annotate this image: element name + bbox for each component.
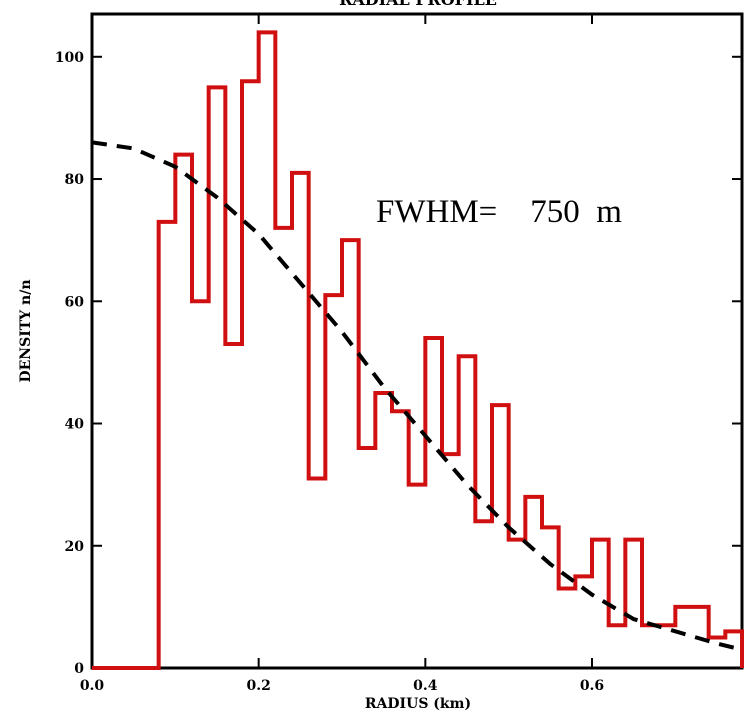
- y-tick-label: 100: [55, 50, 84, 66]
- chart-title: RADIAL PROFILE: [339, 0, 497, 9]
- y-tick-label: 0: [74, 661, 84, 677]
- y-axis-ticks: 0 20 40 60 80 100: [55, 50, 742, 677]
- y-tick-label: 60: [65, 294, 85, 310]
- y-axis-label: DENSITY n/n: [18, 279, 34, 382]
- x-tick-label: 0.6: [580, 678, 604, 694]
- x-tick-label: 0.0: [80, 678, 105, 694]
- x-axis-ticks: 0.0 0.2 0.4 0.6: [80, 14, 604, 694]
- y-tick-label: 20: [65, 539, 85, 555]
- plot-frame: [90, 12, 744, 670]
- x-tick-label: 0.4: [413, 678, 438, 694]
- gaussian-fit-curve: [91, 140, 743, 652]
- x-axis-label: RADIUS (km): [365, 696, 471, 712]
- density-histogram-series: [92, 30, 744, 670]
- y-tick-label: 40: [65, 417, 85, 433]
- x-tick-label: 0.2: [246, 678, 270, 694]
- fwhm-annotation: FWHM= 750 m: [376, 194, 622, 230]
- y-tick-label: 80: [65, 172, 85, 188]
